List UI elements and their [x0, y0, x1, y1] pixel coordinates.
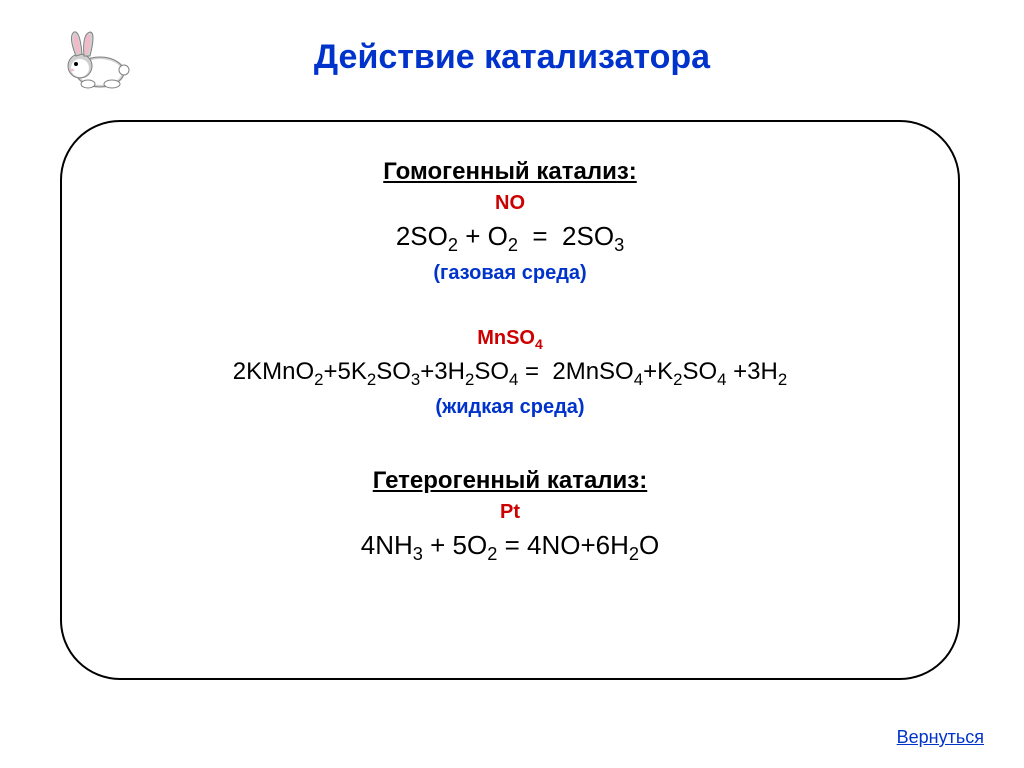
return-link[interactable]: Вернуться: [897, 727, 984, 748]
spacer: [102, 425, 918, 461]
slide-title: Действие катализатора: [0, 38, 1024, 77]
heterogeneous-heading: Гетерогенный катализ:: [102, 467, 918, 495]
catalyst-mnso4: MnSO4: [102, 327, 918, 352]
note-gas: (газовая среда): [102, 262, 918, 285]
catalyst-no: NO: [102, 192, 918, 215]
homogeneous-heading: Гомогенный катализ:: [102, 158, 918, 186]
catalyst-mnso4-sub: 4: [535, 336, 543, 352]
equation-so2: 2SO2 + O2 = 2SO3: [102, 221, 918, 256]
note-liquid: (жидкая среда): [102, 396, 918, 419]
catalyst-mnso4-text: MnSO: [477, 327, 535, 349]
equation-kmno2: 2KMnO2+5K2SO3+3H2SO4 = 2MnSO4+K2SO4 +3H2: [102, 358, 918, 390]
catalyst-pt: Pt: [102, 501, 918, 524]
spacer: [102, 291, 918, 321]
content-box: Гомогенный катализ: NO 2SO2 + O2 = 2SO3 …: [60, 120, 960, 680]
equation-nh3: 4NH3 + 5O2 = 4NO+6H2O: [102, 530, 918, 565]
